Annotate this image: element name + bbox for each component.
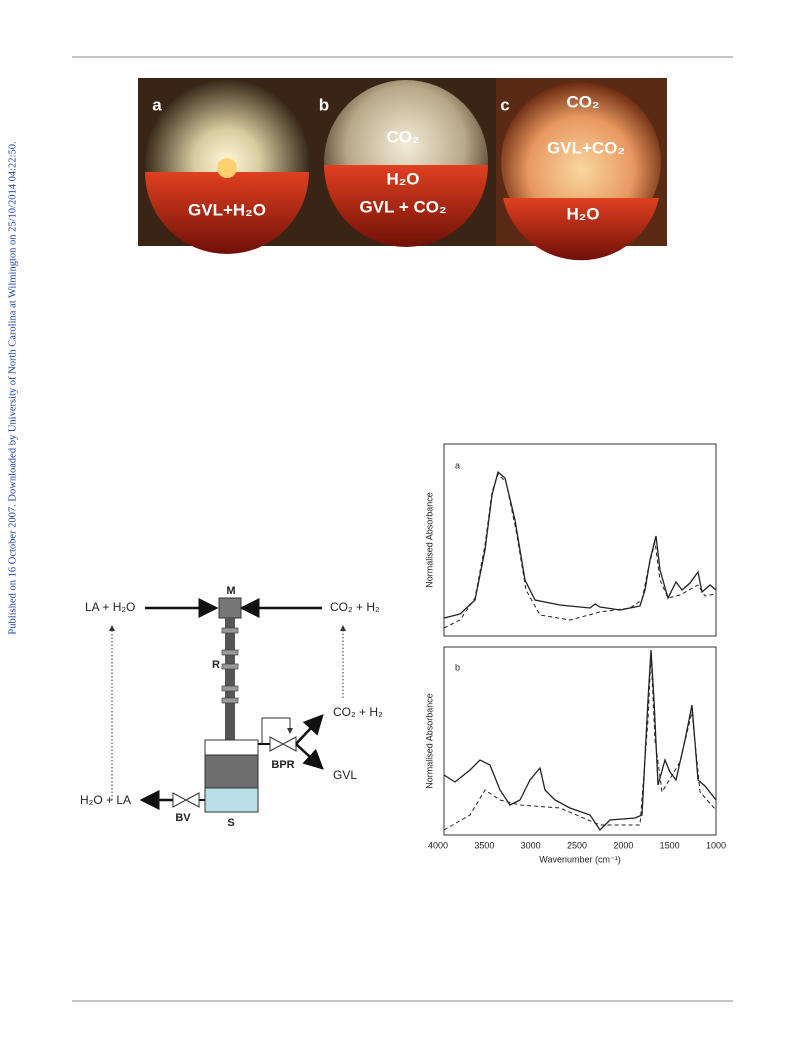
photo-label: GVL + CO₂ [359,197,446,216]
plot-frame [443,443,717,637]
spectrum-line [443,470,717,619]
photo-panel-b: b CO₂ H₂O GVL + CO₂ [316,78,496,247]
spectra: a b Normalised Absorbance Normalised Abs… [424,443,726,864]
panel-letter: b [455,662,460,672]
reactor-label: R [212,659,220,671]
feed-label: CO₂ + H₂ [330,600,380,614]
photo: a GVL+H₂O b CO₂ H₂O GVL + CO₂ c CO₂ GVL+… [138,78,667,261]
x-tick-label: 1500 [660,840,680,850]
photo-label: H₂O [566,204,599,223]
bpr-label: BPR [271,759,294,771]
bv-label: BV [175,812,191,824]
photo-label: GVL+CO₂ [547,138,625,157]
y-axis-label: Normalised Absorbance [424,492,434,588]
x-tick-label: 3500 [474,840,494,850]
y-axis-label: Normalised Absorbance [424,693,434,789]
mixer-label: M [226,585,235,597]
x-tick-label: 2500 [567,840,587,850]
outlet-label: GVL [333,768,357,782]
x-tick-label: 2000 [613,840,633,850]
outlet-label: CO₂ + H₂ [333,705,383,719]
spectrum-line [443,654,717,831]
x-tick-label: 4000 [428,840,448,850]
panel-letter: b [319,95,329,114]
x-axis-label: Wavenumber (cm⁻¹) [539,854,620,864]
photo-label: CO₂ [386,127,419,146]
spectrum-line [443,649,717,832]
photo-panel-a: a GVL+H₂O [138,78,316,254]
feed-label: LA + H₂O [85,600,135,614]
separator-label: S [227,817,234,829]
sidebar-note: Published on 16 October 2007. Downloaded… [7,141,18,634]
spectrum-line [443,473,717,629]
panel-letter: a [455,460,460,470]
photo-label: H₂O [386,169,419,188]
x-tick-label: 1000 [706,840,726,850]
process-diagram: LA + H₂O CO₂ + H₂ M R S BPR CO₂ + H₂ GVL… [80,585,383,829]
panel-letter: a [152,95,162,114]
photo-label: GVL+H₂O [188,200,266,219]
panel-letter: c [500,95,509,114]
photo-label: CO₂ [566,92,599,111]
photo-panel-c: c CO₂ GVL+CO₂ H₂O [496,78,667,261]
x-ticks: 4000 3500 3000 2500 2000 1500 1000 [428,840,726,850]
plot-frame [443,646,717,836]
outlet-label: H₂O + LA [80,793,131,807]
x-tick-label: 3000 [521,840,541,850]
